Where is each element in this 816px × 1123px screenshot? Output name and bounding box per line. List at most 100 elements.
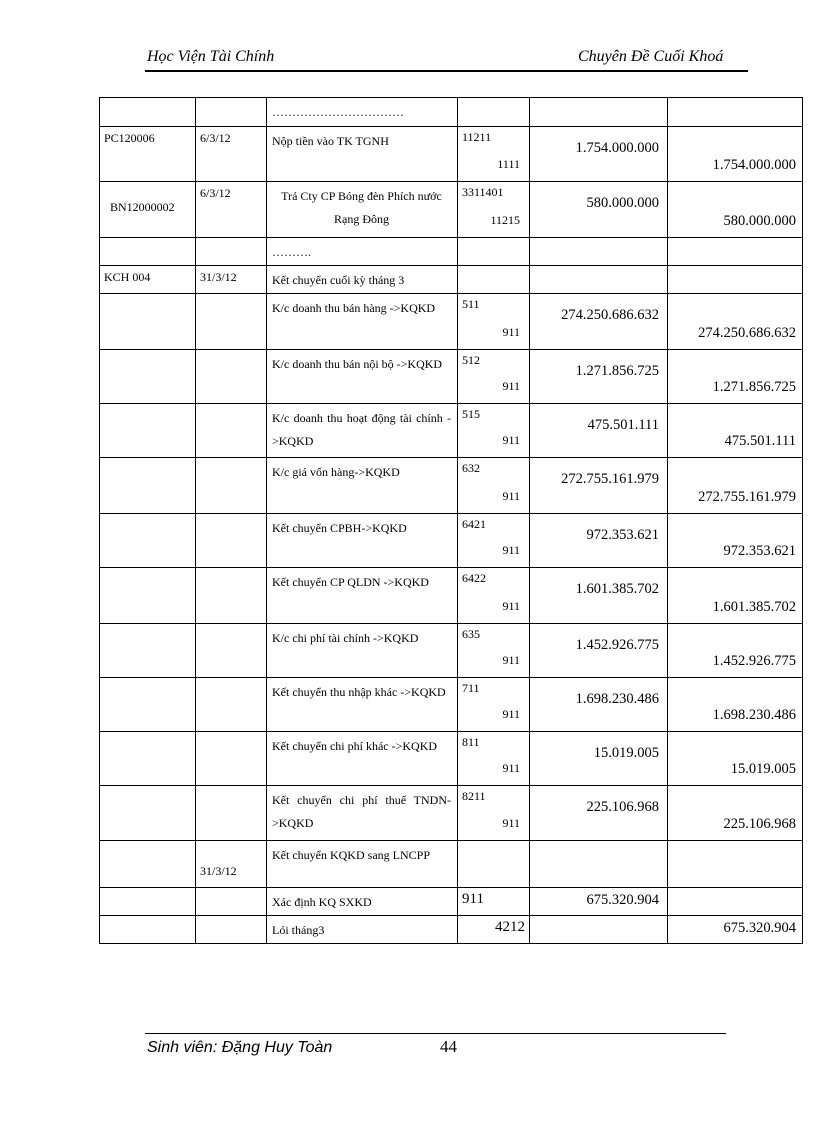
table-cell	[99, 457, 196, 514]
credit-account: 911	[502, 325, 520, 339]
debit-account: 3311401	[462, 185, 504, 199]
table-cell	[529, 237, 668, 266]
table-cell: 1.601.385.702	[529, 567, 668, 624]
table-cell	[99, 785, 196, 841]
credit-amount: 272.755.161.979	[698, 489, 796, 505]
table-cell: 475.501.111	[667, 403, 803, 458]
table-cell: 1.754.000.000	[667, 126, 803, 182]
description: ……….	[272, 245, 311, 259]
table-cell	[99, 349, 196, 404]
description: Lói tháng3	[272, 923, 325, 937]
table-cell: K/c doanh thu bán nội bộ ->KQKD	[266, 349, 458, 404]
doc-number: BN12000002	[110, 200, 175, 214]
table-cell	[195, 457, 267, 514]
table-cell: 675.320.904	[529, 887, 668, 916]
table-row: Kết chuyển CP QLDN ->KQKD 6422 911 1.601.38…	[99, 567, 803, 624]
table-cell: Kết chuyển chi phí khác ->KQKD	[266, 731, 458, 786]
table-cell: 274.250.686.632	[667, 293, 803, 350]
credit-account: 911	[502, 543, 520, 557]
table-cell: Kết chuyển cuối kỳ tháng 3	[266, 265, 458, 294]
table-row: KCH 004 31/3/12 Kết chuyển cuối kỳ tháng 3	[99, 265, 803, 294]
table-cell	[195, 887, 267, 916]
credit-amount: 475.501.111	[724, 433, 796, 449]
header-right: Chuyên Đề Cuối Khoá	[578, 48, 724, 65]
description: K/c doanh thu bán nội bộ ->KQKD	[272, 357, 443, 371]
table-cell	[529, 97, 668, 127]
credit-amount: 274.250.686.632	[698, 325, 796, 341]
table-cell	[529, 265, 668, 294]
credit-amount: 1.271.856.725	[712, 379, 796, 395]
table-row: K/c doanh thu bán hàng ->KQKD 511 911 274.2…	[99, 293, 803, 350]
debit-account: 8211	[462, 789, 486, 803]
table-cell: 6422 911	[457, 567, 530, 624]
table-row: ……………………………	[99, 97, 803, 127]
debit-amount: 1.452.926.775	[575, 637, 659, 653]
footer-student: Sinh viên: Đặng Huy Toàn	[147, 1039, 333, 1056]
table-cell	[99, 731, 196, 786]
credit-account: 911	[502, 653, 520, 667]
debit-amount: 15.019.005	[593, 745, 659, 761]
table-cell	[99, 403, 196, 458]
header-rule	[145, 70, 748, 72]
table-cell: 15.019.005	[667, 731, 803, 786]
description: K/c doanh thu bán hàng ->KQKD	[272, 301, 436, 315]
table-cell: 811 911	[457, 731, 530, 786]
table-cell: 1.698.230.486	[529, 677, 668, 732]
table-cell: ……….	[266, 237, 458, 266]
table-cell: Kết chuyển CPBH->KQKD	[266, 513, 458, 568]
credit-account: 911	[502, 816, 520, 830]
table-cell: K/c doanh thu hoạt động tài chính ->KQKD	[266, 403, 458, 458]
table-cell: K/c chi phí tài chính ->KQKD	[266, 623, 458, 678]
credit-account: 911	[502, 489, 520, 503]
table-cell: 3311401 11215	[457, 181, 530, 238]
table-cell: K/c doanh thu bán hàng ->KQKD	[266, 293, 458, 350]
credit-amount: 1.698.230.486	[712, 707, 796, 723]
description: Kết chuyển KQKD sang LNCPP	[272, 848, 430, 862]
description: Kết chuyển CPBH->KQKD	[272, 521, 407, 535]
table-cell	[99, 237, 196, 266]
page-number: 44	[440, 1037, 457, 1056]
table-cell	[99, 567, 196, 624]
table-cell	[667, 887, 803, 916]
table-cell: 6421 911	[457, 513, 530, 568]
table-cell: 632 911	[457, 457, 530, 514]
table-cell: Lói tháng3	[266, 915, 458, 944]
table-cell: 1.754.000.000	[529, 126, 668, 182]
table-cell: PC120006	[99, 126, 196, 182]
description: Trả Cty CP Bóng đèn Phích nước Rạng Đông	[281, 189, 442, 226]
table-row: K/c doanh thu bán nội bộ ->KQKD 512 911 1.2…	[99, 349, 803, 404]
table-row: Kết chuyển CPBH->KQKD 6421 911 972.353.621 9…	[99, 513, 803, 568]
debit-amount: 1.754.000.000	[575, 140, 659, 156]
credit-account: 911	[502, 707, 520, 721]
credit-account: 1111	[497, 157, 520, 171]
table-cell	[195, 403, 267, 458]
debit-amount: 675.320.904	[586, 892, 660, 908]
description: Kết chuyển thu nhập khác ->KQKD	[272, 685, 446, 699]
debit-amount: 225.106.968	[586, 799, 660, 815]
table-cell	[529, 840, 668, 888]
table-cell: KCH 004	[99, 265, 196, 294]
credit-account: 4212	[495, 919, 525, 935]
credit-amount: 972.353.621	[723, 543, 797, 559]
table-cell: 272.755.161.979	[529, 457, 668, 514]
table-cell	[667, 97, 803, 127]
table-cell: 580.000.000	[529, 181, 668, 238]
doc-date: 31/3/12	[200, 864, 237, 878]
table-cell: 1.271.856.725	[667, 349, 803, 404]
table-cell	[195, 915, 267, 944]
table-row: 31/3/12 Kết chuyển KQKD sang LNCPP	[99, 840, 803, 888]
description: K/c giá vốn hàng->KQKD	[272, 465, 400, 479]
table-cell: 15.019.005	[529, 731, 668, 786]
table-cell	[99, 887, 196, 916]
table-cell: 475.501.111	[529, 403, 668, 458]
doc-date: 6/3/12	[200, 131, 231, 145]
table-cell: 972.353.621	[529, 513, 668, 568]
credit-amount: 225.106.968	[723, 816, 797, 832]
credit-amount: 1.601.385.702	[712, 599, 796, 615]
table-row: BN12000002 6/3/12 Trả Cty CP Bóng đèn Phíc…	[99, 181, 803, 238]
table-cell	[99, 677, 196, 732]
table-cell: 31/3/12	[195, 265, 267, 294]
table-row: Kết chuyển chi phí khác ->KQKD 811 911 15.0…	[99, 731, 803, 786]
credit-amount: 1.452.926.775	[712, 653, 796, 669]
table-cell	[195, 513, 267, 568]
